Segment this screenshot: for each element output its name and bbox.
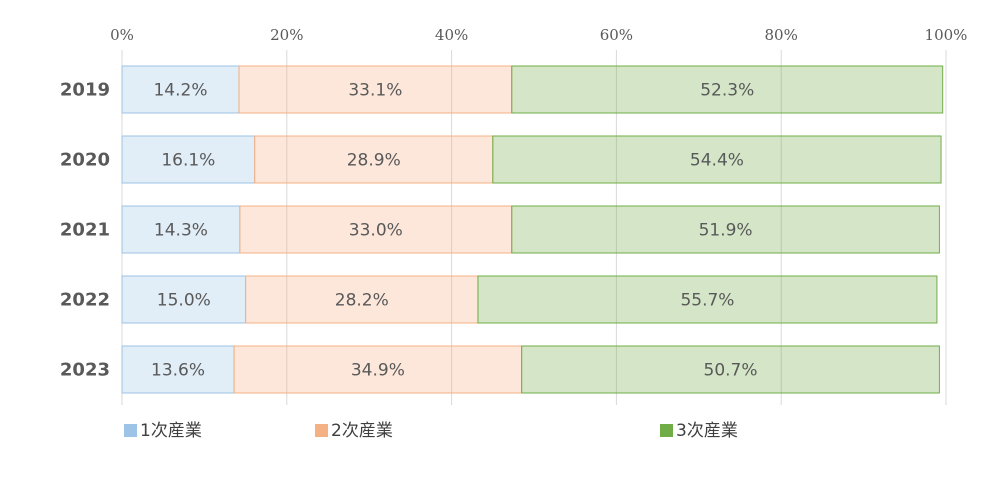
bar-segment xyxy=(121,135,256,184)
bar-segment xyxy=(121,345,235,394)
legend-label: 3次産業 xyxy=(676,421,738,441)
legend-label: 1次産業 xyxy=(140,421,202,441)
bar-segment xyxy=(254,135,494,184)
legend-swatch xyxy=(660,424,673,437)
data-label: 13.6% xyxy=(151,361,205,381)
bar-segment xyxy=(233,345,523,394)
bar-segment xyxy=(245,275,479,324)
bar-segment xyxy=(511,65,944,114)
y-tick-label: 2021 xyxy=(60,220,110,241)
x-tick-label: 40% xyxy=(435,26,468,44)
x-tick-label: 20% xyxy=(270,26,303,44)
data-label: 33.0% xyxy=(349,221,403,241)
y-tick-label: 2019 xyxy=(60,80,110,101)
data-label: 51.9% xyxy=(699,221,753,241)
bar-segment xyxy=(121,65,240,114)
data-label: 50.7% xyxy=(704,361,758,381)
x-tick-label: 80% xyxy=(765,26,798,44)
x-tick-label: 60% xyxy=(600,26,633,44)
bar-segment xyxy=(239,205,513,254)
data-label: 55.7% xyxy=(680,291,734,311)
bar-segment xyxy=(121,275,247,324)
bar-segment xyxy=(121,205,241,254)
y-tick-label: 2023 xyxy=(60,360,110,381)
bar-segment xyxy=(521,345,940,394)
data-label: 14.3% xyxy=(154,221,208,241)
x-tick-label: 0% xyxy=(110,26,134,44)
data-label: 16.1% xyxy=(161,151,215,171)
bar-segment xyxy=(511,205,940,254)
bar-segment xyxy=(492,135,942,184)
bar-segment xyxy=(477,275,938,324)
data-label: 15.0% xyxy=(157,291,211,311)
legend-swatch xyxy=(124,424,137,437)
data-label: 34.9% xyxy=(351,361,405,381)
data-label: 52.3% xyxy=(700,81,754,101)
x-tick-label: 100% xyxy=(925,26,968,44)
legend-label: 2次産業 xyxy=(331,421,393,441)
y-tick-label: 2022 xyxy=(60,290,110,311)
data-label: 54.4% xyxy=(690,151,744,171)
data-label: 28.2% xyxy=(335,291,389,311)
y-tick-label: 2020 xyxy=(60,150,110,171)
legend-swatch xyxy=(315,424,328,437)
data-label: 14.2% xyxy=(153,81,207,101)
data-label: 28.9% xyxy=(347,151,401,171)
data-label: 33.1% xyxy=(348,81,402,101)
